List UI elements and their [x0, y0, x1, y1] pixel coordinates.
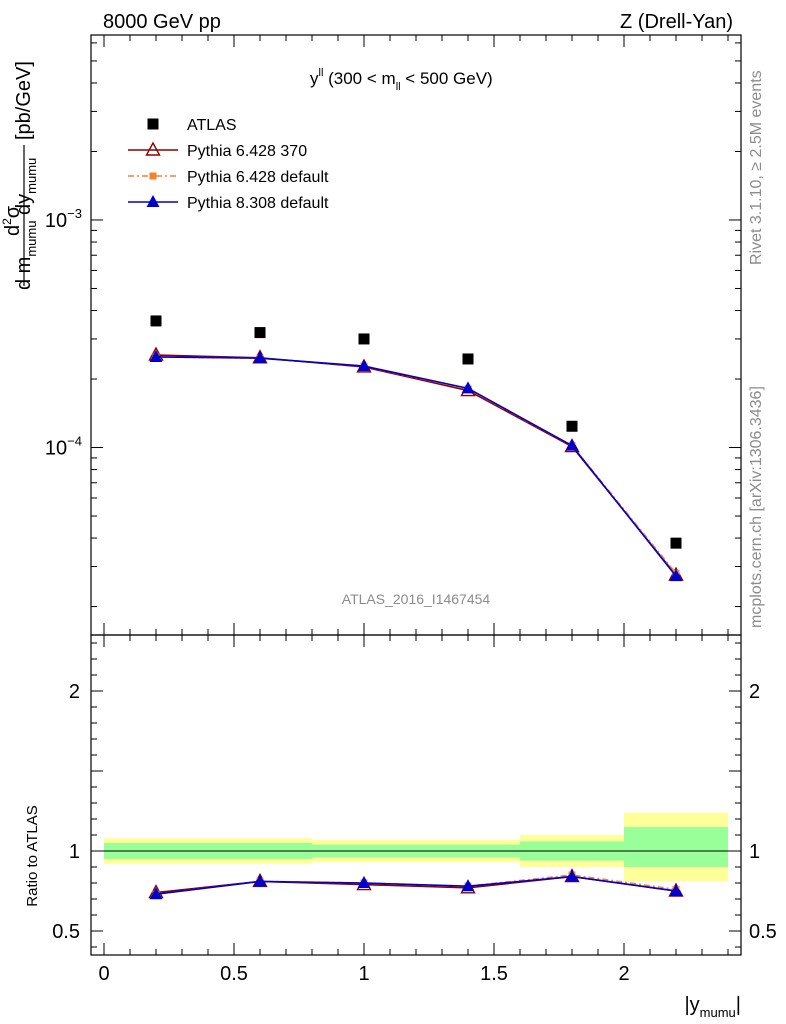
main-point-atlas — [358, 333, 370, 345]
ratio-point-pythia-8-308-default — [357, 876, 371, 888]
main-point-atlas — [566, 420, 578, 432]
legend-label: Pythia 8.308 default — [187, 195, 329, 212]
main-series-atlas — [150, 315, 682, 549]
legend-entry: Pythia 8.308 default — [128, 195, 329, 212]
main-point-pythia-8-308-default — [565, 438, 579, 451]
ratio-y-tick-label-left: 1 — [69, 841, 80, 863]
x-tick-label: 0 — [98, 963, 109, 985]
x-tick-label: 2 — [618, 963, 629, 985]
legend-marker — [149, 172, 157, 180]
ratio-band-inner — [624, 827, 728, 867]
ratio-y-axis-label: Ratio to ATLAS — [24, 805, 41, 906]
svg-text:d2σ: d2σ — [0, 205, 24, 236]
svg-text:d mmumu dymumu: d mmumu dymumu — [13, 158, 39, 290]
main-point-atlas — [254, 327, 266, 339]
mcplots-site-label: mcplots.cern.ch [arXiv:1306.3436] — [748, 386, 765, 628]
ratio-y-tick-label-right: 0.5 — [749, 921, 777, 943]
main-point-pythia-8-308-default — [357, 359, 371, 372]
main-y-axis-label: d mmumu dymumu — [13, 158, 39, 290]
ratio-series-pythia-6-428-370 — [148, 868, 684, 899]
ratio-series-layer — [148, 868, 684, 900]
main-y-tick-label: 10−4 — [45, 434, 82, 460]
main-line-pythia-8-308-default — [155, 356, 677, 577]
legend-label: ATLAS — [187, 117, 237, 134]
main-point-atlas — [462, 353, 474, 365]
main-series-pythia-8-308-default — [149, 349, 683, 582]
ratio-y-tick-label-left: 2 — [69, 681, 80, 703]
legend-entry: Pythia 6.428 default — [128, 169, 329, 186]
legend-entry: Pythia 6.428 370 — [128, 141, 307, 160]
ratio-point-pythia-8-308-default — [565, 869, 579, 882]
legend-label: Pythia 6.428 default — [187, 169, 329, 186]
main-line-pythia-6-428-370 — [155, 354, 677, 576]
svg-text:mcplots.cern.ch [arXiv:1306.34: mcplots.cern.ch [arXiv:1306.3436] — [748, 386, 765, 628]
main-series-pythia-6-428-370 — [148, 346, 684, 581]
x-tick-label: 1.5 — [480, 963, 508, 985]
ratio-y-tick-label-left: 0.5 — [52, 921, 80, 943]
main-point-pythia-8-308-default — [669, 569, 683, 582]
x-tick-label: 1 — [358, 963, 369, 985]
plot-title: yll (300 < mll < 500 GeV) — [310, 67, 493, 93]
svg-text:Ratio to ATLAS: Ratio to ATLAS — [24, 805, 41, 906]
main-point-pythia-8-308-default — [149, 349, 163, 362]
ratio-uncertainty-bands — [91, 812, 741, 882]
main-series-layer — [148, 315, 684, 582]
legend-marker — [146, 195, 160, 207]
legend-marker — [147, 118, 159, 130]
main-point-pythia-8-308-default — [253, 351, 267, 364]
ratio-y-tick-label-right: 2 — [749, 681, 760, 703]
legend: ATLAS Pythia 6.428 370 Pythia 6.428 defaul… — [128, 117, 329, 212]
main-y-axis-label-unit: [pb/GeV] — [13, 61, 35, 140]
header-process-label: Z (Drell-Yan) — [620, 11, 733, 33]
ratio-point-pythia-8-308-default — [669, 884, 683, 896]
main-point-pythia-8-308-default — [461, 381, 475, 394]
rivet-version-label: Rivet 3.1.10, ≥ 2.5M events — [748, 70, 765, 265]
axes-layer: 0 0.5 1 1.5 2 10−4 10−3 0.5 0.5 1 1 2 2 — [45, 34, 777, 985]
ratio-series-pythia-8-308-default — [149, 869, 683, 900]
analysis-watermark: ATLAS_2016_I1467454 — [342, 591, 491, 607]
svg-text:[pb/GeV]: [pb/GeV] — [13, 61, 35, 140]
main-line-pythia-6-428-default — [155, 356, 677, 574]
legend-marker — [145, 141, 161, 156]
main-y-axis-label-numerator: d2σ — [0, 205, 24, 236]
ratio-plot-frame — [90, 634, 742, 956]
ratio-point-pythia-8-308-default — [149, 887, 163, 900]
main-point-atlas — [150, 315, 162, 327]
ratio-point-pythia-8-308-default — [253, 874, 267, 887]
x-tick-label: 0.5 — [220, 963, 248, 985]
main-y-tick-label: 10−3 — [45, 206, 82, 232]
ratio-point-pythia-8-308-default — [461, 879, 475, 892]
header-energy-label: 8000 GeV pp — [103, 11, 221, 33]
x-axis-label: |ymumu| — [684, 994, 741, 1020]
main-point-atlas — [670, 537, 682, 549]
svg-text:Rivet 3.1.10, ≥ 2.5M events: Rivet 3.1.10, ≥ 2.5M events — [748, 70, 765, 265]
ratio-line-pythia-8-308-default — [155, 875, 677, 895]
legend-label: Pythia 6.428 370 — [187, 143, 307, 160]
ratio-y-tick-label-right: 1 — [749, 841, 760, 863]
main-series-pythia-6-428-default — [152, 353, 680, 577]
legend-entry: ATLAS — [147, 117, 237, 134]
